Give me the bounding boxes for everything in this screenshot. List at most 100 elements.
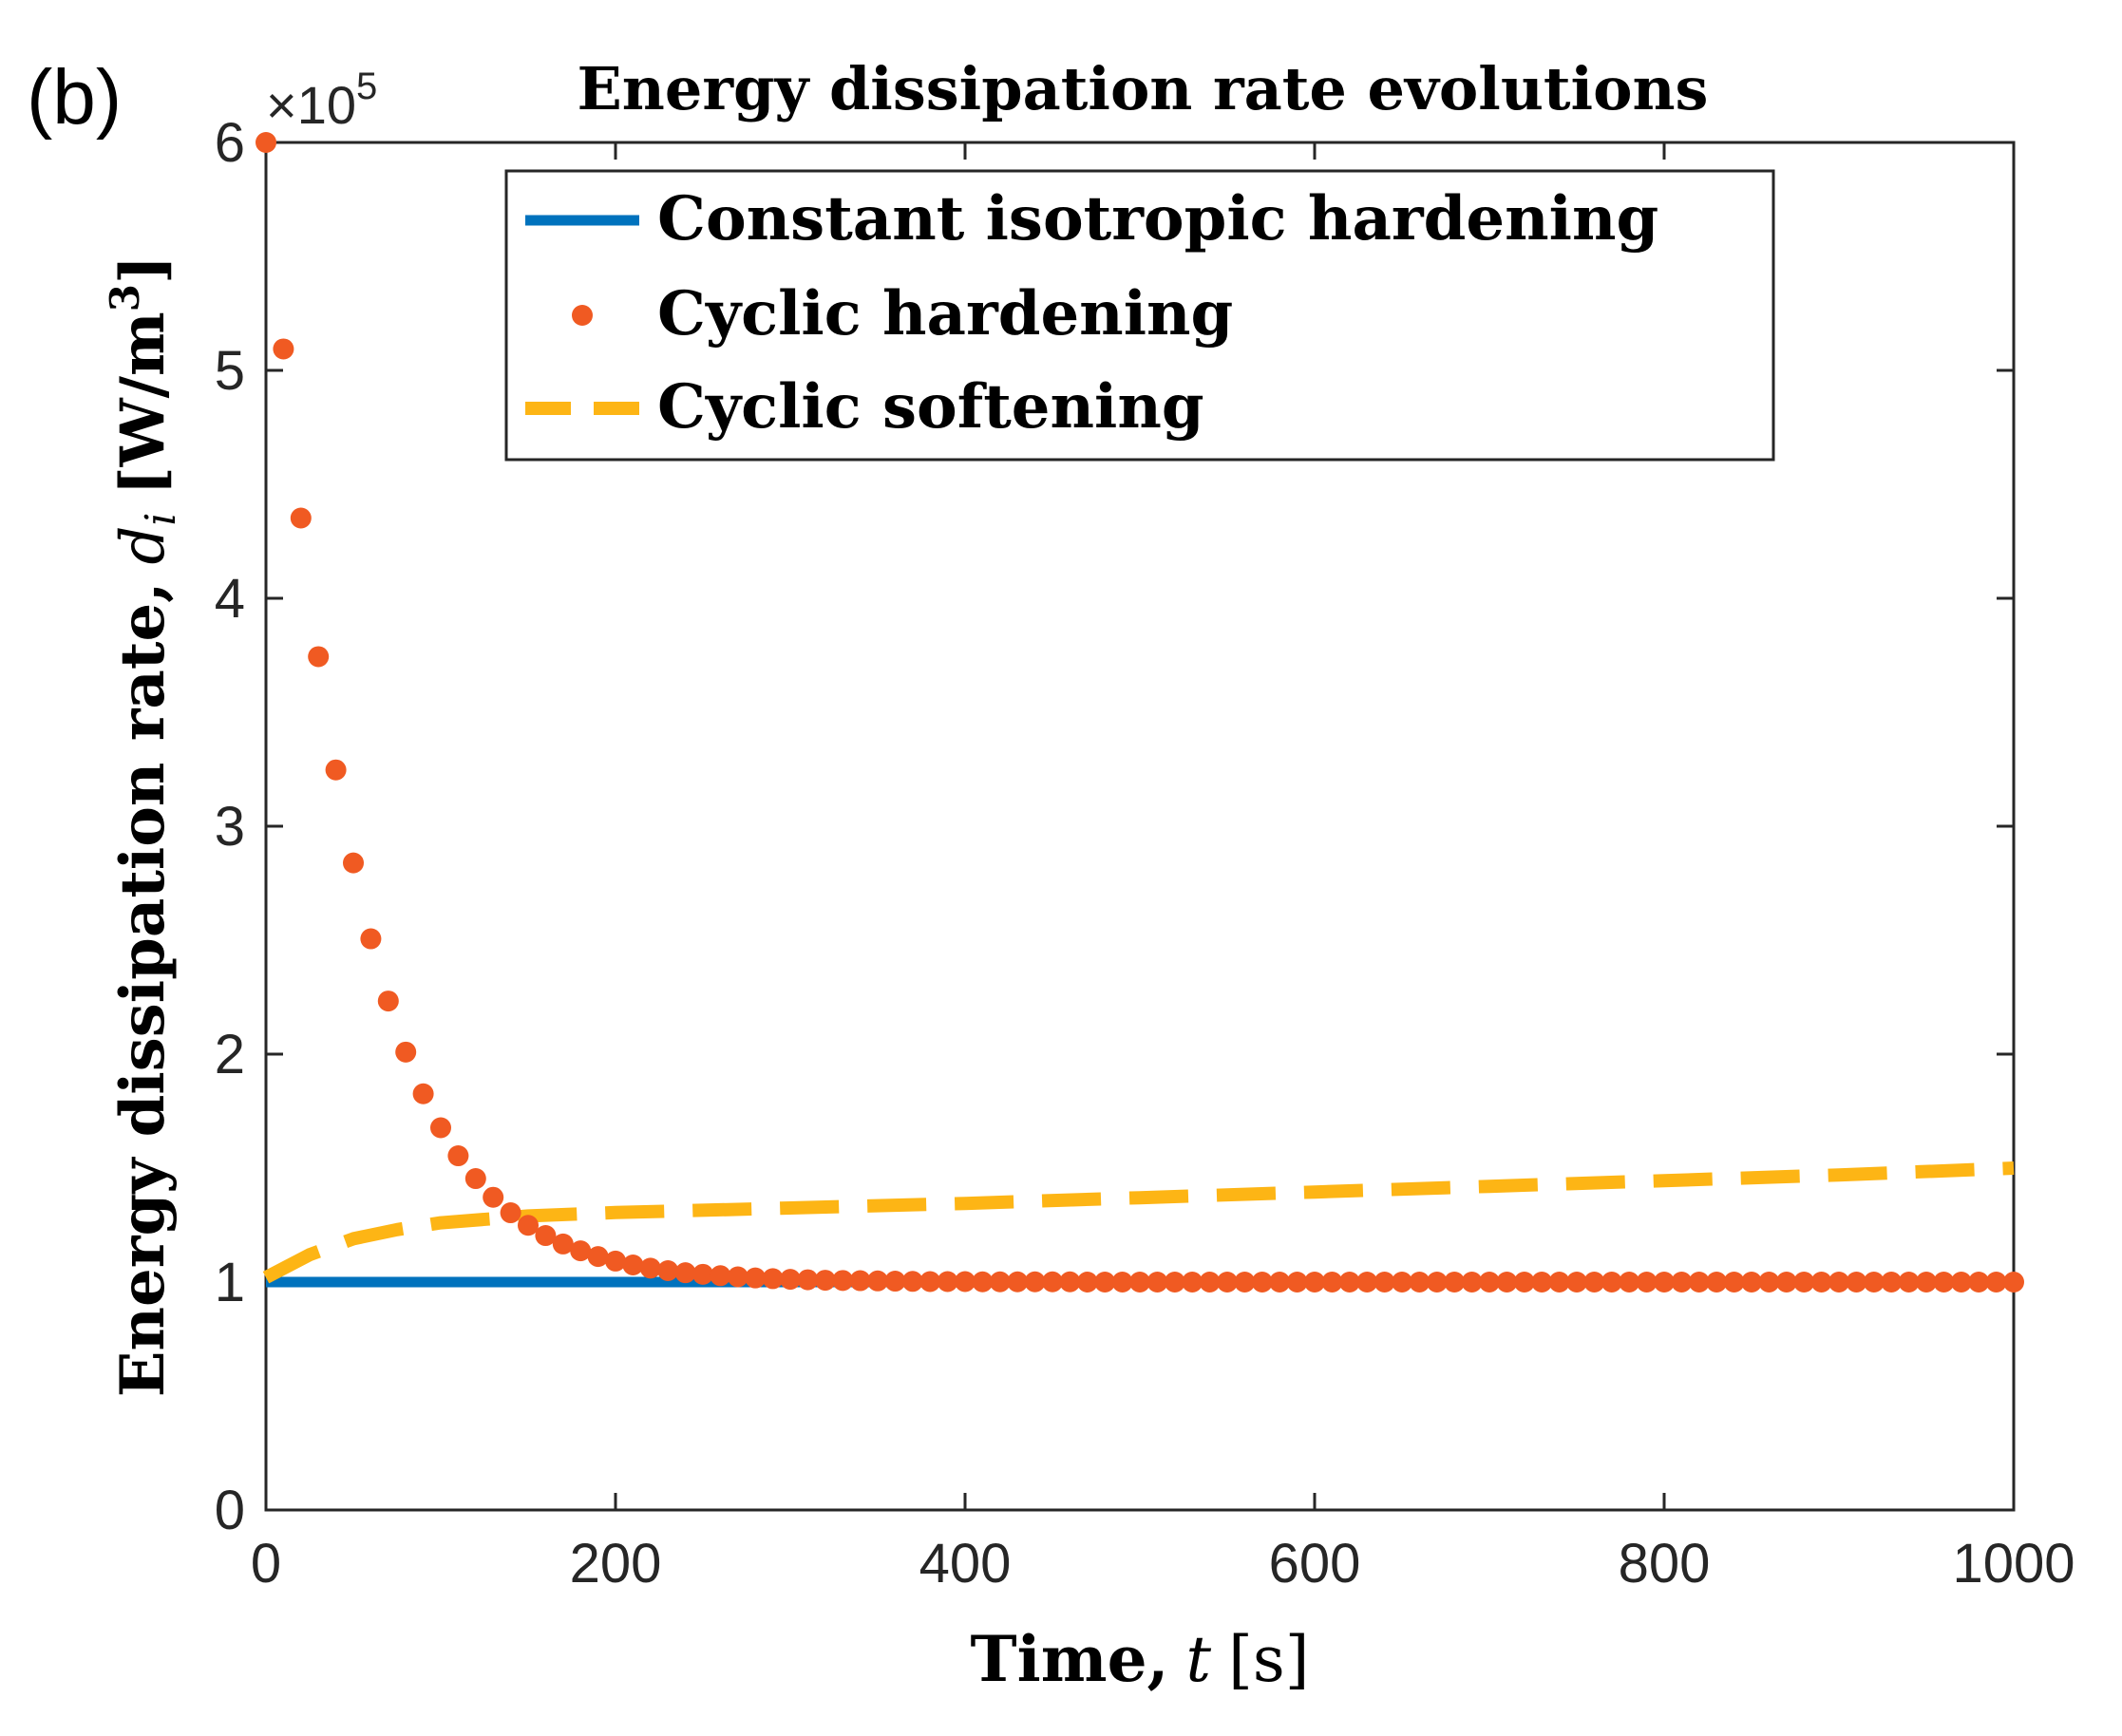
data-point — [1444, 1272, 1466, 1293]
y-axis-label-unit-close: ] — [107, 255, 179, 284]
data-point — [1129, 1272, 1150, 1293]
x-axis-label-unit: [s] — [1228, 1623, 1309, 1696]
data-point — [464, 1168, 486, 1190]
data-point — [1234, 1272, 1256, 1293]
data-point — [377, 991, 399, 1012]
data-point — [1583, 1272, 1605, 1293]
data-point — [1304, 1272, 1325, 1293]
y-axis-label-subscript: i — [137, 512, 185, 525]
data-point — [1933, 1272, 1955, 1293]
x-tick-label: 0 — [251, 1533, 281, 1594]
chart-title: Energy dissipation rate evolutions — [578, 54, 1709, 123]
data-point — [1548, 1272, 1570, 1293]
data-point — [1741, 1272, 1762, 1293]
data-point — [1846, 1272, 1867, 1293]
x-tick-label: 800 — [1619, 1533, 1711, 1594]
legend-box — [504, 169, 1775, 462]
data-point — [1601, 1272, 1622, 1293]
data-point — [1513, 1272, 1535, 1293]
data-point — [710, 1265, 731, 1287]
data-point — [780, 1269, 801, 1291]
y-tick-label: 2 — [215, 1024, 245, 1085]
data-point — [1985, 1272, 2007, 1293]
data-point — [2003, 1272, 2024, 1293]
data-point — [1286, 1272, 1308, 1293]
data-point — [500, 1202, 521, 1224]
data-point — [1059, 1271, 1081, 1293]
series-cyclic-softening — [262, 1161, 2015, 1284]
data-point — [692, 1263, 713, 1285]
data-point — [1392, 1272, 1412, 1293]
data-point — [1024, 1271, 1046, 1293]
data-point — [1356, 1272, 1378, 1293]
data-point — [1810, 1272, 1832, 1293]
data-point — [657, 1260, 679, 1281]
y-tick-label: 5 — [215, 340, 245, 402]
data-point — [919, 1271, 941, 1293]
data-point — [1723, 1272, 1745, 1293]
y-tick-label: 3 — [215, 796, 245, 858]
y-multiplier-exponent: 5 — [356, 66, 377, 107]
data-point — [1916, 1272, 1937, 1293]
data-point — [1426, 1272, 1448, 1293]
data-point — [412, 1083, 434, 1104]
y-tick-label: 0 — [215, 1480, 245, 1541]
data-point — [901, 1271, 923, 1293]
data-point — [1217, 1272, 1238, 1293]
data-point — [937, 1271, 958, 1293]
data-point — [483, 1186, 504, 1208]
series-cyclic-hardening — [256, 132, 2024, 1293]
data-point — [256, 132, 276, 153]
data-point — [1706, 1272, 1728, 1293]
data-point — [727, 1266, 748, 1288]
data-point — [972, 1271, 994, 1293]
data-point — [1164, 1272, 1185, 1293]
data-point — [814, 1270, 836, 1292]
x-axis: 0 200 400 600 800 1000 — [251, 142, 2075, 1594]
data-point — [1950, 1272, 1972, 1293]
data-point — [1793, 1272, 1815, 1293]
data-point — [395, 1041, 417, 1063]
y-multiplier: ×105 — [266, 66, 377, 135]
y-tick-label: 4 — [215, 568, 245, 630]
y-axis-label-unit-open: [W/m — [107, 311, 179, 495]
data-point — [308, 646, 330, 668]
x-tick-label: 600 — [1269, 1533, 1361, 1594]
data-point — [552, 1233, 574, 1255]
data-point — [290, 507, 312, 529]
data-point — [1321, 1272, 1343, 1293]
series-layer — [256, 132, 2024, 1293]
data-point — [1881, 1272, 1903, 1293]
data-point — [1688, 1272, 1710, 1293]
data-point — [273, 338, 294, 360]
data-point — [360, 928, 382, 950]
y-axis-label: Energy dissipation rate, di [W/m3] — [102, 255, 185, 1398]
data-point — [1654, 1272, 1675, 1293]
y-axis: 0 1 2 3 4 5 6 — [215, 112, 2014, 1541]
panel-label: (b) — [27, 54, 122, 141]
x-tick-label: 1000 — [1952, 1533, 2075, 1594]
x-tick-label: 400 — [919, 1533, 1012, 1594]
y-multiplier-base: ×10 — [266, 75, 356, 135]
y-tick-label: 6 — [215, 112, 245, 174]
data-point — [1269, 1272, 1291, 1293]
legend-swatch-cyclic-hardening — [572, 305, 593, 326]
data-point — [1111, 1272, 1133, 1293]
data-point — [1374, 1272, 1395, 1293]
data-point — [745, 1267, 767, 1289]
data-point — [1566, 1272, 1587, 1293]
y-axis-label-symbol: d — [108, 526, 179, 565]
legend-label-cyclic-hardening: Cyclic hardening — [657, 278, 1233, 349]
legend-label-constant: Constant isotropic hardening — [657, 183, 1658, 255]
data-point — [430, 1117, 451, 1139]
data-point — [535, 1225, 557, 1247]
data-point — [1007, 1271, 1029, 1293]
data-point — [1968, 1272, 1990, 1293]
data-point — [325, 759, 347, 781]
data-point — [1251, 1272, 1273, 1293]
x-axis-label-symbol: t — [1186, 1623, 1212, 1696]
data-point — [1338, 1272, 1360, 1293]
data-point — [1496, 1272, 1518, 1293]
data-point — [867, 1270, 888, 1292]
